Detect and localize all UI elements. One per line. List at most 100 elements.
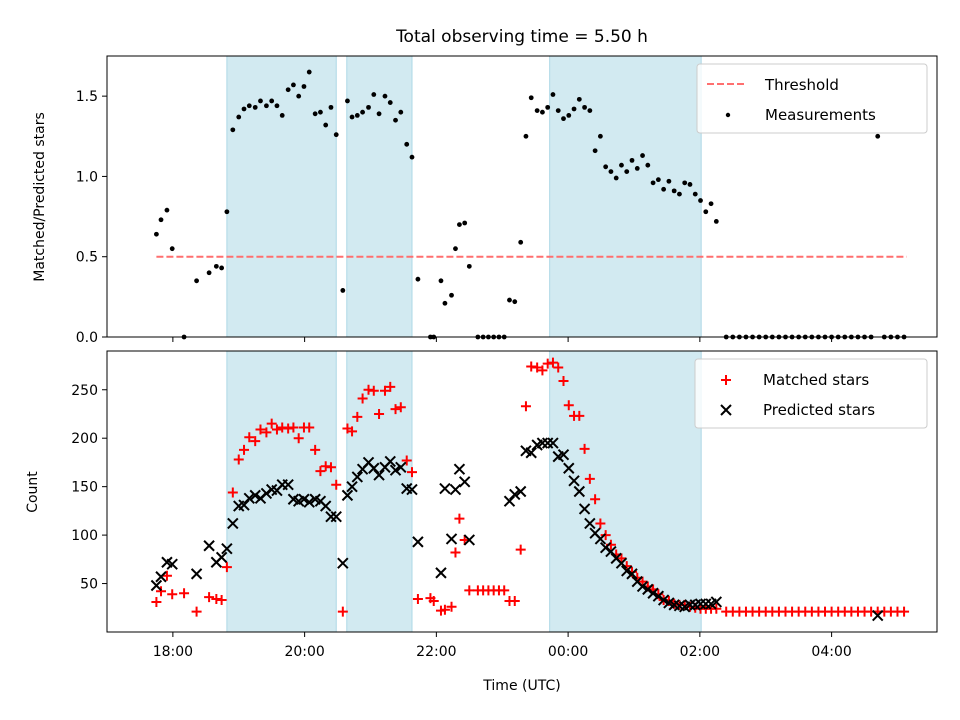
measurement-point (158, 217, 164, 223)
shaded-interval (549, 55, 702, 338)
bottom-x-axis-label: Time (UTC) (482, 678, 560, 694)
measurement-point (692, 191, 698, 197)
measurement-point (576, 96, 582, 102)
measurement-point (219, 265, 225, 271)
matched-star-point (271, 424, 282, 435)
measurement-point (671, 188, 677, 194)
measurement-point (404, 141, 410, 147)
measurement-point (634, 166, 640, 171)
y-tick-label: 200 (71, 431, 98, 447)
matched-star-point (547, 357, 558, 368)
measurement-point (438, 278, 444, 284)
bottom-x-axis: 18:00 20:00 22:00 00:00 02:00 04:00 (153, 632, 852, 660)
matched-star-point (390, 404, 401, 415)
matched-star-point (261, 427, 272, 438)
predicted-star-point (458, 476, 471, 488)
predicted-star-point (351, 471, 364, 483)
matched-star-point (337, 606, 348, 617)
measurement-point (442, 300, 448, 306)
measurement-point (415, 276, 421, 282)
predicted-star-point (503, 495, 516, 507)
measurement-point (301, 84, 307, 89)
matched-star-point (428, 595, 439, 606)
x-tick-label: 02:00 (680, 644, 720, 660)
matched-star-point (553, 362, 564, 373)
predicted-star-point (389, 464, 402, 476)
y-tick-label: 250 (71, 383, 98, 399)
matched-star-point (558, 376, 569, 387)
measurement-point (291, 82, 296, 88)
predicted-star-point (463, 534, 476, 546)
measurement-point (345, 98, 350, 104)
matched-star-point (204, 592, 215, 603)
predicted-star-point (215, 551, 228, 564)
y-tick-label: 0.0 (76, 330, 98, 346)
measurement-point (269, 98, 275, 104)
predicted-star-point (557, 448, 570, 461)
measurement-point (230, 127, 236, 133)
matched-star-point (293, 433, 304, 444)
measurement-point (566, 113, 572, 118)
measurement-point (387, 100, 393, 105)
measurement-point (354, 113, 360, 118)
measurement-point (312, 111, 318, 117)
matched-star-point (439, 604, 450, 615)
predicted-star-point (449, 483, 462, 496)
matched-star-point (532, 362, 543, 373)
predicted-star-point (615, 557, 628, 569)
y-tick-label: 1.0 (76, 169, 98, 185)
predicted-star-point (227, 517, 239, 530)
measurement-point (534, 108, 540, 113)
matched-star-point (515, 544, 526, 555)
measurement-point (682, 180, 688, 186)
measurement-point (629, 157, 635, 163)
predicted-star-point (563, 462, 575, 474)
matched-star-point (288, 422, 299, 433)
matched-star-point (579, 443, 590, 454)
measurement-point (398, 109, 404, 115)
measurement-point (613, 175, 619, 181)
measurement-point (592, 148, 598, 154)
measurement-point (587, 108, 593, 113)
predicted-star-point (412, 536, 424, 548)
matched-star-point (156, 586, 167, 597)
matched-star-point (385, 381, 396, 392)
x-tick-label: 18:00 (153, 644, 193, 660)
measurement-point (236, 114, 242, 120)
predicted-star-point (298, 493, 310, 505)
measurement-point (164, 207, 170, 213)
measurement-point (306, 69, 312, 75)
predicted-star-point (872, 609, 884, 622)
predicted-star-point (166, 558, 178, 570)
predicted-star-point (203, 540, 215, 552)
measurement-point (457, 222, 462, 228)
measurement-point (603, 164, 609, 170)
predicted-star-point (373, 469, 385, 481)
legend-matched-swatch (721, 375, 731, 385)
matched-star-point (325, 462, 336, 473)
measurement-point (875, 133, 881, 139)
predicted-star-point (621, 565, 633, 577)
predicted-star-point (150, 579, 163, 592)
predicted-star-point (509, 488, 521, 501)
measurement-point (698, 198, 703, 203)
matched-star-point (331, 479, 342, 490)
predicted-star-point (657, 594, 670, 606)
predicted-stars-points (150, 437, 884, 622)
predicted-star-point (406, 483, 418, 496)
legend-measurements-swatch (725, 112, 731, 118)
measurement-point (371, 92, 377, 97)
measurement-point (545, 104, 551, 110)
measurement-point (409, 154, 415, 160)
measurement-point (323, 122, 329, 128)
matched-star-point (711, 603, 722, 614)
matched-star-point (216, 595, 227, 606)
measurement-point (597, 133, 603, 139)
matched-star-point (446, 601, 457, 612)
matched-star-point (899, 606, 910, 617)
measurement-point (518, 239, 524, 245)
top-y-axis-label: Matched/Predicted stars (32, 112, 48, 282)
predicted-star-point (346, 480, 358, 493)
predicted-star-point (514, 485, 527, 498)
chart-title: Total observing time = 5.50 h (395, 27, 648, 47)
